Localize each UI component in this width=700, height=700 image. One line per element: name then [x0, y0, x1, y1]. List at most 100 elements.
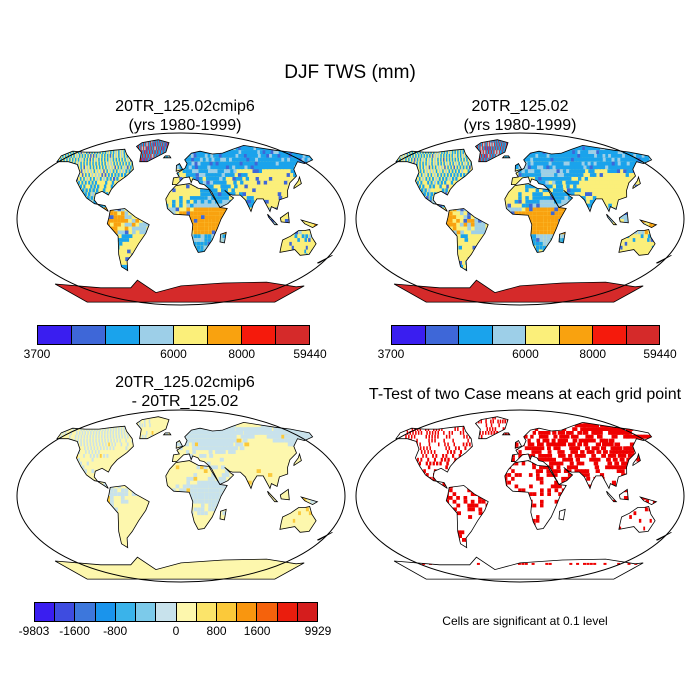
grid-cell — [107, 173, 110, 177]
grid-cell — [197, 211, 202, 216]
grid-cell — [179, 177, 183, 181]
grid-cell — [306, 222, 310, 227]
grid-cell — [586, 165, 592, 170]
grid-cell — [255, 188, 261, 193]
grid-cell — [277, 169, 284, 174]
grid-cell — [568, 165, 573, 170]
grid-cell — [81, 180, 84, 185]
grid-cell — [603, 139, 613, 143]
grid-cell — [605, 161, 612, 166]
grid-cell — [229, 154, 235, 158]
grid-cell — [485, 142, 487, 147]
grid-cell — [541, 157, 546, 162]
grid-cell — [86, 177, 89, 181]
grid-cell — [620, 192, 625, 196]
grid-cell — [609, 142, 618, 147]
grid-cell — [112, 157, 115, 162]
grid-cell — [212, 222, 216, 227]
grid-cell — [211, 226, 216, 231]
grid-cell — [599, 173, 605, 177]
grid-cell — [182, 169, 186, 174]
grid-cell — [218, 203, 223, 208]
grid-cell — [175, 180, 180, 185]
grid-cell — [212, 215, 216, 219]
grid-cell — [222, 234, 226, 239]
grid-cell — [539, 199, 544, 204]
grid-cell — [552, 154, 557, 158]
grid-cell — [596, 196, 601, 200]
grid-cell — [294, 234, 298, 239]
grid-cell — [511, 199, 515, 204]
grid-cell — [55, 157, 57, 162]
grid-cell — [157, 139, 160, 143]
grid-cell — [521, 169, 525, 174]
grid-cell — [521, 199, 526, 204]
grid-cell — [197, 219, 201, 223]
grid-cell — [127, 157, 129, 162]
grid-cell — [419, 161, 421, 166]
grid-cell — [120, 249, 125, 254]
grid-cell — [604, 199, 609, 204]
grid-cell — [305, 230, 309, 235]
grid-cell — [99, 203, 104, 208]
grid-cell — [77, 157, 80, 162]
grid-cell — [579, 157, 585, 162]
grid-cell — [281, 219, 285, 223]
grid-cell — [151, 154, 154, 158]
grid-cell — [322, 268, 324, 273]
grid-cell — [282, 184, 287, 189]
grid-cell — [529, 154, 534, 158]
grid-cell — [123, 249, 128, 254]
grid-cell — [483, 146, 485, 151]
grid-cell — [219, 211, 223, 216]
grid-cell — [219, 215, 223, 219]
grid-cell — [123, 165, 126, 170]
grid-cell — [158, 150, 161, 154]
grid-cell — [222, 207, 227, 212]
grid-cell — [452, 161, 454, 166]
grid-cell — [99, 139, 102, 143]
grid-cell — [215, 211, 220, 216]
grid-cell — [604, 184, 609, 189]
grid-cell — [547, 169, 551, 174]
grid-cell — [201, 169, 206, 174]
grid-cell — [630, 146, 640, 151]
grid-cell — [204, 211, 209, 216]
grid-cell — [580, 154, 586, 158]
grid-cell — [221, 161, 226, 166]
grid-cell — [248, 188, 254, 193]
grid-cell — [601, 169, 607, 174]
grid-cell — [267, 180, 272, 185]
grid-cell — [197, 207, 201, 212]
grid-cell — [250, 165, 256, 170]
grid-cell — [242, 177, 247, 181]
grid-cell — [316, 268, 318, 273]
grid-cell — [86, 196, 90, 200]
grid-cell — [176, 177, 180, 181]
grid-cell — [287, 142, 297, 147]
grid-cell — [493, 146, 495, 151]
colorbar-swatch — [38, 326, 72, 344]
grid-cell — [667, 177, 672, 181]
grid-cell — [115, 180, 118, 185]
grid-cell — [70, 154, 72, 158]
grid-cell — [545, 180, 550, 185]
grid-cell — [202, 180, 207, 185]
grid-cell — [302, 245, 305, 250]
grid-cell — [186, 184, 190, 189]
grid-cell — [200, 241, 204, 246]
grid-cell — [434, 165, 437, 170]
grid-cell — [205, 157, 210, 162]
grid-cell — [179, 207, 183, 212]
grid-cell — [124, 226, 129, 231]
grid-cell — [425, 161, 427, 166]
grid-cell — [285, 184, 291, 189]
grid-cell — [300, 249, 303, 254]
grid-cell — [465, 154, 467, 158]
grid-cell — [621, 184, 626, 189]
grid-cell — [239, 169, 245, 174]
grid-cell — [211, 234, 215, 239]
grid-cell — [553, 169, 558, 174]
grid-cell — [232, 165, 237, 170]
grid-cell — [309, 272, 311, 277]
